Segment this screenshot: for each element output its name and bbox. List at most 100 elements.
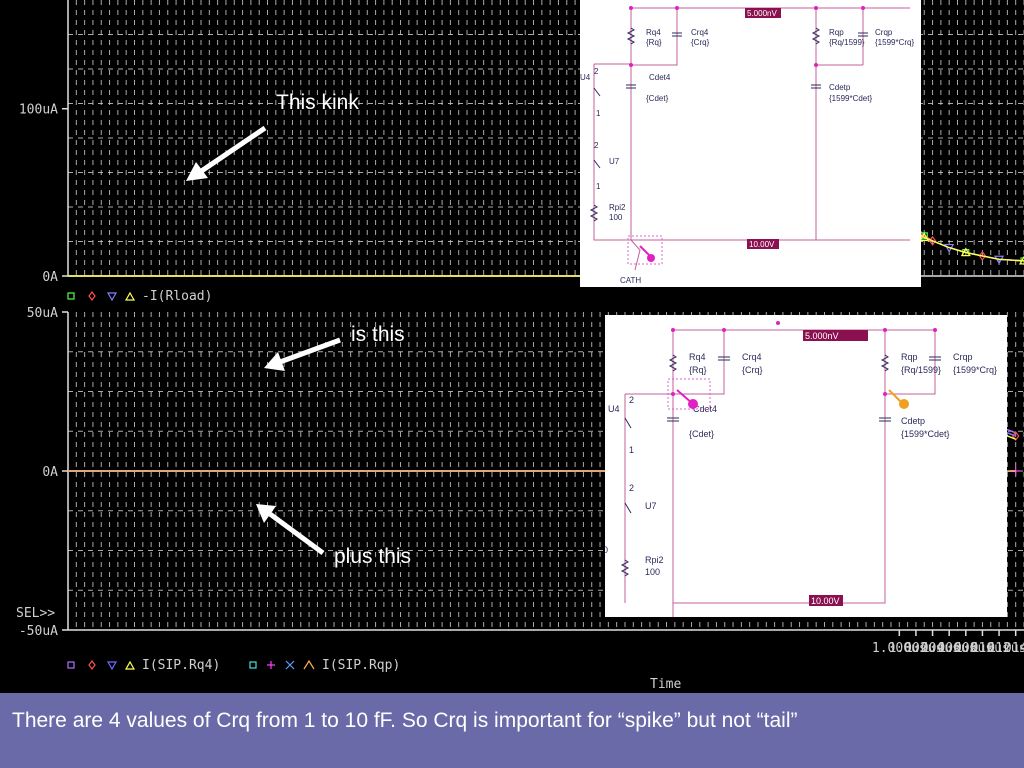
svg-text:U4: U4 <box>608 404 620 414</box>
svg-text:{Cdet}: {Cdet} <box>689 429 714 439</box>
legend-square-marker <box>67 292 75 300</box>
svg-text:5.000nV: 5.000nV <box>747 9 777 18</box>
axis-ticks: 100uA0A50uA0A-50uA1.000us1.002us1.004us1… <box>19 103 1024 656</box>
svg-text:100: 100 <box>645 567 660 577</box>
y-tick-label: 50uA <box>27 306 58 321</box>
bottom-legend: I(SIP.Rq4) I(SIP.Rqp) <box>67 658 400 673</box>
annotation-is-this: is this <box>351 323 405 346</box>
svg-text:Crq4: Crq4 <box>691 28 709 37</box>
svg-text:Cdetp: Cdetp <box>901 416 925 426</box>
probe-marker <box>647 254 655 262</box>
voltage-badge-bottom <box>809 595 843 606</box>
y-tick-label: 0A <box>42 465 58 480</box>
x-tick-label: 1.010us <box>955 641 1010 656</box>
svg-text:10.00V: 10.00V <box>811 596 840 606</box>
svg-text:Cdetp: Cdetp <box>829 83 851 92</box>
legend-triangle-down-marker <box>106 661 118 671</box>
legend-square-marker <box>249 661 257 669</box>
probe-marker-magenta <box>688 399 698 409</box>
caption-text: There are 4 values of Crq from 1 to 10 f… <box>12 709 798 732</box>
svg-text:0: 0 <box>605 545 608 555</box>
x-axis-label: Time <box>650 677 681 692</box>
svg-text:1: 1 <box>596 182 601 191</box>
arrow-plus-this-head <box>256 504 276 523</box>
y-tick-label: 0A <box>42 270 58 285</box>
x-tick-label: 1.004us <box>905 641 960 656</box>
svg-text:Crqp: Crqp <box>953 352 973 362</box>
arrow-is-this <box>279 337 341 365</box>
svg-text:Rpi2: Rpi2 <box>609 203 626 212</box>
voltage-badge-top <box>745 8 781 18</box>
svg-text:{1599*Crq}: {1599*Crq} <box>875 38 914 47</box>
svg-text:{Rq}: {Rq} <box>646 38 662 47</box>
svg-text:Rq4: Rq4 <box>646 28 661 37</box>
svg-text:{Cdet}: {Cdet} <box>646 94 669 103</box>
probe-marker-orange <box>899 399 909 409</box>
bottom-legend-label-rqp: I(SIP.Rqp) <box>322 658 400 673</box>
svg-text:100: 100 <box>609 213 623 222</box>
y-tick-label: 100uA <box>19 103 58 118</box>
svg-text:Crqp: Crqp <box>875 28 893 37</box>
svg-text:{Rq}: {Rq} <box>689 365 707 375</box>
svg-text:U7: U7 <box>645 501 657 511</box>
svg-text:Crq4: Crq4 <box>742 352 762 362</box>
svg-text:CATH: CATH <box>620 276 641 285</box>
svg-text:2: 2 <box>594 67 599 76</box>
svg-text:2: 2 <box>594 141 599 150</box>
x-tick-label: 1.014us <box>988 641 1024 656</box>
annotation-kink: This kink <box>276 91 359 114</box>
svg-text:{Crq}: {Crq} <box>742 365 763 375</box>
legend-triangle-up-marker <box>124 291 136 301</box>
svg-text:1: 1 <box>596 109 601 118</box>
top-legend: -I(Rload) <box>67 289 212 304</box>
x-tick-label: 1.002us <box>889 641 944 656</box>
legend-diamond-marker <box>88 660 96 670</box>
sel-marker: SEL>> <box>16 606 55 621</box>
legend-triangle-up-marker <box>124 660 136 670</box>
svg-text:5.000nV: 5.000nV <box>805 331 839 341</box>
svg-text:{Rq/1599}: {Rq/1599} <box>901 365 941 375</box>
schematic-top: 5.000nV 10.00V Rq4 {Rq} Crq4 {Crq} Rqp {… <box>580 0 921 287</box>
svg-text:{1599*Cdet}: {1599*Cdet} <box>901 429 950 439</box>
x-tick-label: 1.000us <box>872 641 927 656</box>
svg-text:1: 1 <box>629 445 634 455</box>
svg-text:U7: U7 <box>609 157 620 166</box>
svg-text:Rqp: Rqp <box>829 28 844 37</box>
arrow-plus-this <box>268 511 325 556</box>
legend-diamond-marker <box>88 291 96 301</box>
schematic-bottom: 5.000nV 10.00V Rq4 {Rq} Crq4 {Crq} Rqp {… <box>605 315 1007 617</box>
legend-wedge-marker <box>303 659 315 670</box>
svg-text:{Crq}: {Crq} <box>691 38 710 47</box>
legend-x-marker <box>285 660 295 670</box>
svg-text:10.00V: 10.00V <box>749 240 775 249</box>
data-point-marker <box>1018 255 1024 265</box>
svg-text:{1599*Cdet}: {1599*Cdet} <box>829 94 872 103</box>
data-point-marker <box>978 250 987 261</box>
svg-text:{1599*Crq}: {1599*Crq} <box>953 365 997 375</box>
voltage-badge-bottom <box>747 239 779 249</box>
arrow-kink-head <box>186 162 208 181</box>
voltage-badge-top <box>803 330 868 341</box>
data-point-marker <box>960 247 971 257</box>
svg-text:Rqp: Rqp <box>901 352 918 362</box>
svg-text:Rq4: Rq4 <box>689 352 706 362</box>
arrow-kink <box>198 125 267 175</box>
svg-text:Rpi2: Rpi2 <box>645 555 664 565</box>
bottom-legend-label-rq4: I(SIP.Rq4) <box>142 658 220 673</box>
x-tick-label: 1.008us <box>938 641 993 656</box>
annotation-arrows <box>186 125 341 556</box>
data-point-marker <box>919 232 930 242</box>
svg-text:2: 2 <box>629 483 634 493</box>
caption-bar: There are 4 values of Crq from 1 to 10 f… <box>0 693 1024 768</box>
y-tick-label: -50uA <box>19 624 58 639</box>
svg-text:2: 2 <box>629 395 634 405</box>
annotation-plus-this: plus this <box>334 545 412 568</box>
legend-triangle-down-marker <box>106 292 118 302</box>
svg-text:Cdet4: Cdet4 <box>649 73 671 82</box>
legend-plus-marker <box>267 661 275 669</box>
x-tick-label: 1.012us <box>972 641 1024 656</box>
svg-text:{Rq/1599}: {Rq/1599} <box>829 38 865 47</box>
top-legend-label: -I(Rload) <box>142 289 212 304</box>
arrow-is-this-head <box>264 352 285 371</box>
